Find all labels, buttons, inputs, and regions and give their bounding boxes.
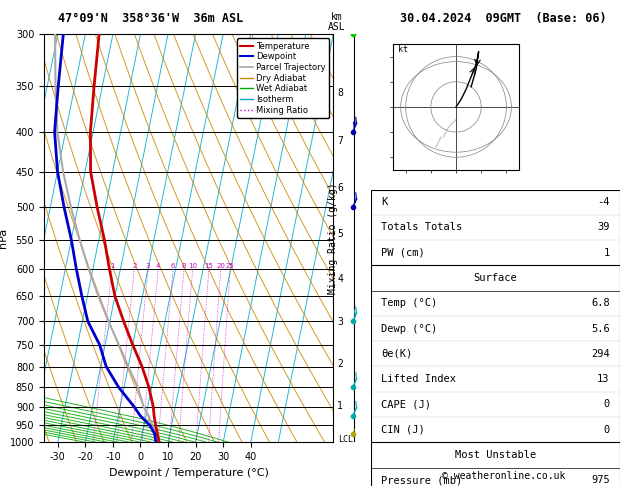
Legend: Temperature, Dewpoint, Parcel Trajectory, Dry Adiabat, Wet Adiabat, Isotherm, Mi: Temperature, Dewpoint, Parcel Trajectory… bbox=[237, 38, 329, 118]
Text: 25: 25 bbox=[226, 263, 235, 269]
Text: km: km bbox=[331, 12, 342, 22]
Text: 5.6: 5.6 bbox=[591, 324, 610, 333]
Text: LCL: LCL bbox=[338, 435, 353, 444]
Text: 4: 4 bbox=[337, 274, 343, 283]
Y-axis label: hPa: hPa bbox=[0, 228, 8, 248]
Text: 975: 975 bbox=[591, 475, 610, 485]
Text: 6: 6 bbox=[171, 263, 175, 269]
Text: 3: 3 bbox=[146, 263, 150, 269]
Text: 47°09'N  358°36'W  36m ASL: 47°09'N 358°36'W 36m ASL bbox=[58, 12, 243, 25]
Text: 7: 7 bbox=[337, 136, 343, 146]
X-axis label: Dewpoint / Temperature (°C): Dewpoint / Temperature (°C) bbox=[109, 468, 269, 478]
Text: 30.04.2024  09GMT  (Base: 06): 30.04.2024 09GMT (Base: 06) bbox=[400, 12, 606, 25]
Text: Temp (°C): Temp (°C) bbox=[381, 298, 437, 308]
Text: 8: 8 bbox=[182, 263, 186, 269]
Text: 5: 5 bbox=[337, 229, 343, 239]
Text: 20: 20 bbox=[216, 263, 225, 269]
Text: 0: 0 bbox=[603, 425, 610, 434]
Text: Dewp (°C): Dewp (°C) bbox=[381, 324, 437, 333]
Text: kt: kt bbox=[398, 45, 408, 53]
Text: -4: -4 bbox=[597, 197, 610, 207]
Text: 2: 2 bbox=[132, 263, 136, 269]
Text: Totals Totals: Totals Totals bbox=[381, 223, 462, 232]
Text: 15: 15 bbox=[204, 263, 213, 269]
Text: Pressure (mb): Pressure (mb) bbox=[381, 475, 462, 485]
Text: CAPE (J): CAPE (J) bbox=[381, 399, 431, 409]
Text: ASL: ASL bbox=[328, 22, 345, 32]
Text: 6: 6 bbox=[337, 183, 343, 192]
Text: 4: 4 bbox=[156, 263, 160, 269]
Text: Most Unstable: Most Unstable bbox=[455, 450, 536, 460]
Text: 8: 8 bbox=[337, 88, 343, 98]
Text: 1: 1 bbox=[110, 263, 114, 269]
Text: © weatheronline.co.uk: © weatheronline.co.uk bbox=[442, 471, 565, 481]
Text: PW (cm): PW (cm) bbox=[381, 248, 425, 258]
Text: 0: 0 bbox=[603, 399, 610, 409]
Text: K: K bbox=[381, 197, 387, 207]
Text: 13: 13 bbox=[597, 374, 610, 384]
Text: θe(K): θe(K) bbox=[381, 349, 412, 359]
Text: Lifted Index: Lifted Index bbox=[381, 374, 456, 384]
Text: 1: 1 bbox=[603, 248, 610, 258]
Text: CIN (J): CIN (J) bbox=[381, 425, 425, 434]
Text: Mixing Ratio (g/kg): Mixing Ratio (g/kg) bbox=[328, 182, 338, 294]
Text: Surface: Surface bbox=[474, 273, 517, 283]
Text: 3: 3 bbox=[337, 317, 343, 327]
Text: 10: 10 bbox=[188, 263, 198, 269]
Text: 1: 1 bbox=[337, 401, 343, 411]
Text: 39: 39 bbox=[597, 223, 610, 232]
Text: 2: 2 bbox=[337, 360, 343, 369]
Text: 294: 294 bbox=[591, 349, 610, 359]
Text: 6.8: 6.8 bbox=[591, 298, 610, 308]
